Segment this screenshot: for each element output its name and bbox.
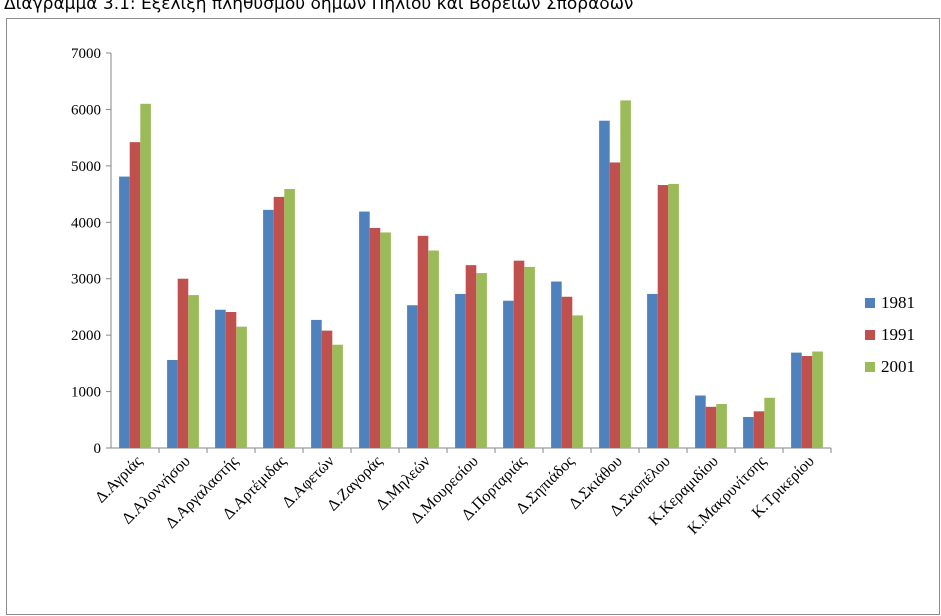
bar-1981-3	[215, 309, 226, 448]
y-tick-label: 5000	[71, 159, 101, 175]
bar-1991-14	[753, 411, 765, 448]
y-tick-label: 0	[94, 441, 102, 457]
legend: 1981 1991 2001	[865, 287, 915, 383]
legend-item-2001: 2001	[865, 351, 915, 383]
bar-2001-12	[668, 183, 679, 448]
bar-2001-4	[284, 188, 295, 448]
bar-1991-13	[705, 406, 717, 448]
category-labels: Δ.ΑγριάςΔ.ΑλοννήσουΔ.ΑργαλαστήςΔ.Αρτέμιδ…	[92, 448, 832, 538]
bar-1991-10	[561, 296, 573, 448]
bar-1991-8	[465, 265, 477, 448]
legend-item-1991: 1991	[865, 319, 915, 351]
y-tick-label: 2000	[71, 328, 101, 344]
y-tick-label: 1000	[71, 385, 101, 401]
bar-1991-11	[609, 162, 621, 448]
bar-chart: 0 1000 2000 3000 4000 5000 6000 7000 Δ.ΑγριάςΔ.…	[71, 46, 832, 538]
bar-2001-7	[428, 250, 439, 448]
bar-1981-9	[503, 300, 514, 448]
bar-1991-7	[417, 235, 429, 448]
bar-1981-13	[695, 395, 706, 448]
bar-2001-3	[236, 326, 247, 448]
bar-1991-9	[513, 260, 525, 448]
bar-1981-14	[743, 416, 754, 448]
bar-1981-10	[551, 281, 562, 448]
bar-2001-5	[332, 344, 343, 448]
legend-label: 2001	[881, 357, 915, 376]
bar-1991-2	[177, 278, 189, 448]
y-tick-label: 6000	[71, 102, 101, 118]
legend-swatch	[865, 330, 875, 340]
legend-swatch	[865, 362, 875, 372]
bar-2001-6	[380, 232, 391, 448]
chart-frame: 0 1000 2000 3000 4000 5000 6000 7000 Δ.Αγριάς Δ.…	[6, 18, 940, 615]
bar-1981-6	[359, 211, 370, 448]
legend-label: 1981	[881, 293, 915, 312]
bar-1991-6	[369, 227, 381, 448]
bar-1981-2	[167, 359, 178, 448]
bar-2001-10	[572, 315, 583, 448]
bar-2001-11	[620, 100, 631, 449]
bar-1981-7	[407, 305, 418, 448]
bar-2001-8	[476, 273, 487, 448]
bar-1991-5	[321, 330, 333, 448]
bar-1981-4	[263, 209, 274, 448]
bar-2001-15	[812, 351, 823, 448]
bar-1991-15	[801, 356, 813, 448]
bar-1981-8	[455, 293, 466, 448]
bar-2001-13	[716, 403, 727, 448]
bar-2001-2	[188, 295, 199, 448]
bar-1981-12	[647, 293, 658, 448]
bars	[119, 100, 823, 449]
bar-1981-1	[119, 176, 130, 449]
chart-title: Διάγραμμα 3.1: Εξέλιξη πληθυσμού δήμων Π…	[4, 0, 634, 14]
bar-1991-4	[273, 196, 285, 448]
y-tick-label: 4000	[71, 215, 101, 231]
legend-item-1981: 1981	[865, 287, 915, 319]
bar-1981-15	[791, 352, 802, 448]
bar-2001-1	[140, 103, 151, 449]
bar-1981-11	[599, 120, 610, 448]
bar-1991-1	[129, 142, 141, 448]
bar-2001-14	[764, 397, 775, 448]
y-tick-label: 3000	[71, 272, 101, 288]
bar-2001-9	[524, 266, 535, 448]
bar-1991-12	[657, 185, 669, 449]
bar-1981-5	[311, 319, 322, 448]
y-ticks: 0 1000 2000 3000 4000 5000 6000 7000	[71, 46, 111, 457]
bar-1991-3	[225, 312, 237, 448]
legend-swatch	[865, 298, 875, 308]
legend-label: 1991	[881, 325, 915, 344]
y-tick-label: 7000	[71, 46, 101, 62]
